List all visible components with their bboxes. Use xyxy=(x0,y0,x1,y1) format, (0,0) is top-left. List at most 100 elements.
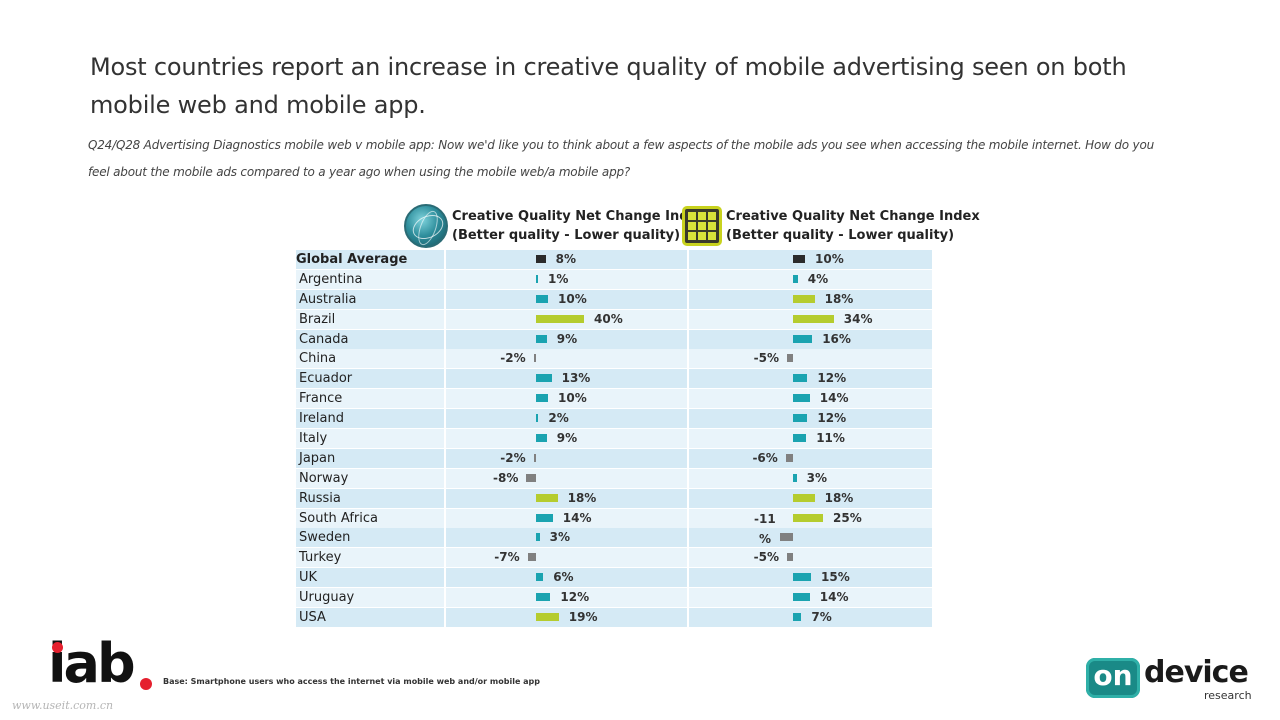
app-value-label: 14% xyxy=(819,590,849,605)
iab-logo: iab xyxy=(48,636,152,692)
name-cell: Ecuador xyxy=(296,369,444,389)
web-bar-russia xyxy=(536,493,558,502)
country-label: Australia xyxy=(299,291,357,307)
watermark: www.useit.com.cn xyxy=(12,699,114,712)
name-cell: Norway xyxy=(296,468,444,488)
app-bar-norway xyxy=(793,473,797,482)
app-value-label: 11% xyxy=(816,431,845,446)
ondevice-research-logo: on device research xyxy=(1086,656,1256,704)
web-value-cell: 6% xyxy=(446,568,687,588)
app-bar-canada xyxy=(793,334,813,343)
survey-question: Q24/Q28 Advertising Diagnostics mobile w… xyxy=(88,138,1154,179)
app-bar-sweden xyxy=(779,533,793,542)
name-cell: Canada xyxy=(296,329,444,349)
web-value-cell: 1% xyxy=(446,269,687,289)
table-row-ireland: Ireland 2% 12% xyxy=(296,409,932,429)
web-bar-france xyxy=(536,394,548,403)
web-value-label: -7% xyxy=(494,550,520,565)
app-bar-argentina xyxy=(793,274,798,283)
web-value-label: 2% xyxy=(548,411,569,426)
web-header-line1: Creative Quality Net Change Index xyxy=(452,209,706,224)
app-bar-brazil xyxy=(793,314,834,323)
sweden-app-value-label-line1: -11 xyxy=(754,511,776,526)
web-value-cell: 9% xyxy=(446,429,687,449)
web-value-label: 9% xyxy=(556,331,578,346)
web-bar-south-africa xyxy=(536,513,553,522)
app-value-label: 14% xyxy=(819,391,849,406)
name-cell: Global Average xyxy=(296,250,444,269)
web-value-label: 3% xyxy=(549,530,570,545)
web-value-label: -2% xyxy=(500,450,526,465)
app-bar-australia xyxy=(793,294,815,303)
app-value-cell: 34% xyxy=(689,309,932,329)
app-value-label: 12% xyxy=(817,371,847,386)
app-bar-france xyxy=(793,394,810,403)
app-value-cell: 18% xyxy=(689,488,932,508)
app-value-cell: 18% xyxy=(689,289,932,309)
country-label: Turkey xyxy=(299,550,342,566)
app-bar-usa xyxy=(793,613,802,622)
country-label: Norway xyxy=(299,470,349,486)
web-value-cell: 9% xyxy=(446,329,687,349)
app-value-label: 18% xyxy=(824,490,854,505)
web-value-label: 6% xyxy=(553,570,574,585)
app-value-cell: 11% xyxy=(689,429,932,449)
web-bar-ireland xyxy=(536,414,539,423)
name-cell: China xyxy=(296,349,444,369)
web-value-cell: -7% xyxy=(446,548,687,568)
web-value-label: 10% xyxy=(558,391,587,406)
web-value-cell: -2% xyxy=(446,349,687,369)
app-bar-ireland xyxy=(793,414,808,423)
web-value-label: 8% xyxy=(555,252,576,266)
base-note: Base: Smartphone users who access the in… xyxy=(163,677,541,686)
country-label: France xyxy=(299,391,343,407)
web-bar-ecuador xyxy=(536,374,552,383)
app-value-label: -6% xyxy=(752,450,778,465)
web-value-label: 10% xyxy=(558,291,587,306)
app-value-label: -5% xyxy=(753,550,779,565)
app-value-cell: -5% xyxy=(689,349,932,369)
app-value-label: 25% xyxy=(833,510,862,525)
country-label: Sweden xyxy=(299,530,351,546)
app-bar-china xyxy=(787,354,793,363)
web-bar-japan xyxy=(533,453,536,462)
table-row-australia: Australia 10% 18% xyxy=(296,289,932,310)
ondevice-logo-on: on xyxy=(1086,658,1140,698)
table-row-ecuador: Ecuador 13% 12% xyxy=(296,369,932,389)
ondevice-logo-research: research xyxy=(1204,689,1252,702)
web-value-cell: -2% xyxy=(446,448,687,468)
web-bar-italy xyxy=(536,434,547,443)
web-bar-brazil xyxy=(536,314,584,323)
table-row-uk: UK 6% 15% xyxy=(296,568,932,588)
sweden-app-value-label-line2: % xyxy=(759,531,772,546)
app-value-cell: 15% xyxy=(689,568,932,588)
app-bar-japan xyxy=(785,453,793,462)
table-row-china: China -2% -5% xyxy=(296,349,932,369)
app-value-cell: 25% xyxy=(689,508,932,528)
web-value-label: 13% xyxy=(561,371,591,386)
app-bar-russia xyxy=(793,493,815,502)
slide-title: Most countries report an increase in cre… xyxy=(90,53,1127,119)
country-label: UK xyxy=(299,570,318,586)
apps-grid-icon xyxy=(682,206,722,246)
table-row-turkey: Turkey -7% -5% xyxy=(296,548,932,568)
table-row-norway: Norway -8% 3% xyxy=(296,468,932,489)
app-value-label: 7% xyxy=(811,610,832,625)
app-value-cell: 3% xyxy=(689,468,932,488)
web-header-line2: (Better quality - Lower quality) xyxy=(452,228,681,243)
web-value-cell: 10% xyxy=(446,389,687,409)
app-value-label: 4% xyxy=(807,271,829,286)
country-label: Russia xyxy=(299,490,341,506)
name-cell: South Africa xyxy=(296,508,444,528)
name-cell: USA xyxy=(296,608,444,628)
app-value-cell: -5% xyxy=(689,548,932,568)
name-cell: Russia xyxy=(296,488,444,508)
iab-logo-dot xyxy=(140,678,152,690)
app-value-cell: 4% xyxy=(689,269,932,289)
web-value-label: 1% xyxy=(548,271,569,286)
web-bar-sweden xyxy=(536,533,540,542)
web-value-label: 40% xyxy=(594,311,623,326)
web-value-cell: 40% xyxy=(446,309,687,329)
name-cell: Sweden xyxy=(296,528,444,548)
web-value-cell: 18% xyxy=(446,488,687,508)
